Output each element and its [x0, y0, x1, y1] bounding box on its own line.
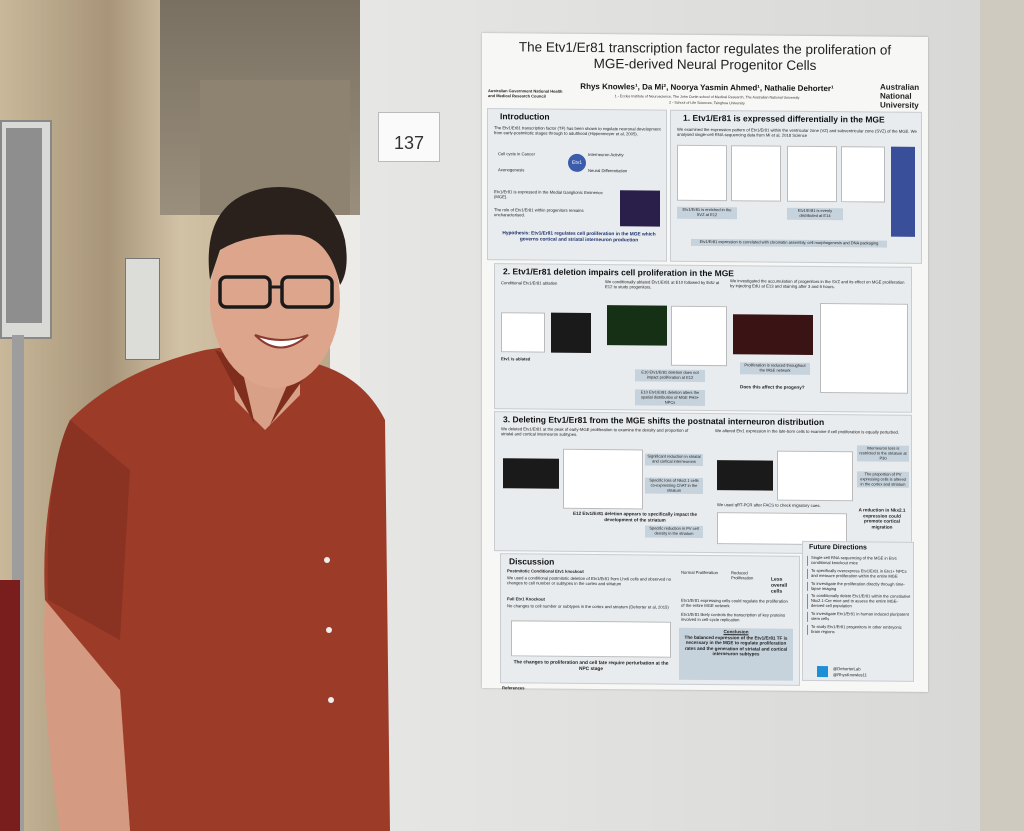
speaker	[125, 258, 160, 360]
glasses	[280, 275, 334, 309]
number-card: 137	[378, 112, 440, 162]
sleeve	[47, 420, 130, 640]
face	[210, 212, 340, 388]
button	[326, 627, 332, 633]
button	[328, 697, 334, 703]
button	[324, 557, 330, 563]
wall	[980, 0, 1024, 831]
hair	[208, 187, 347, 285]
poster-number: 137	[393, 133, 425, 153]
smile	[254, 334, 309, 349]
shirt	[44, 345, 391, 831]
speaker-grille	[6, 128, 42, 323]
glasses	[218, 275, 272, 309]
arm	[44, 600, 130, 831]
red-stand	[0, 580, 20, 831]
